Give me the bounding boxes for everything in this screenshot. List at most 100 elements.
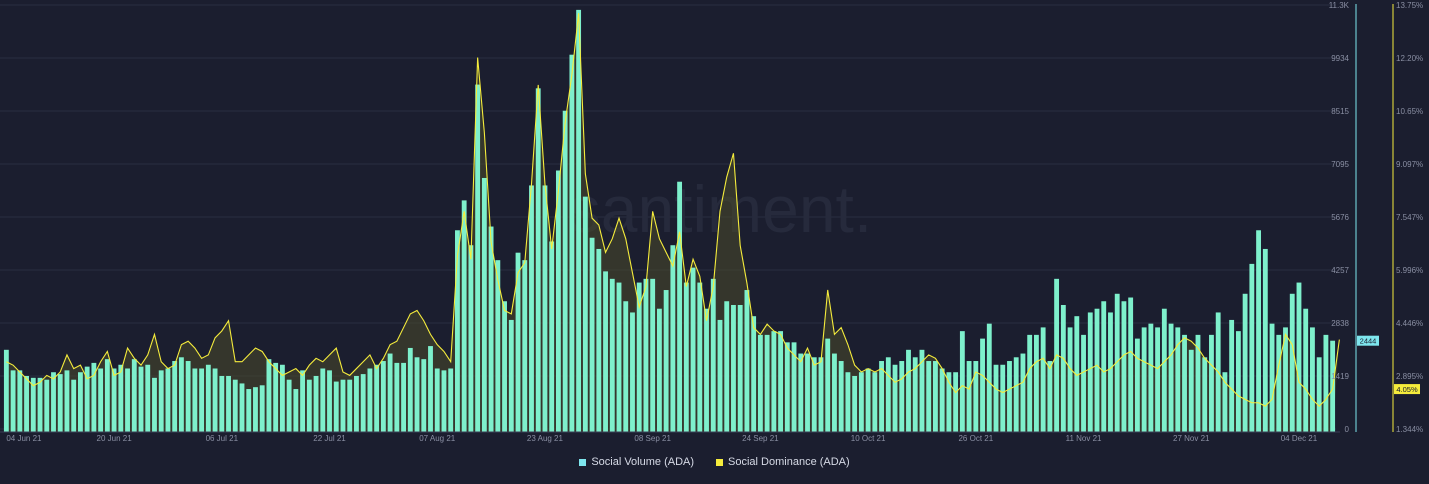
volume-bar [906, 349, 911, 432]
volume-bar [926, 361, 932, 432]
volume-bar [522, 260, 528, 432]
volume-bar [125, 368, 130, 432]
dominance-line [6, 13, 1340, 407]
volume-bar [455, 230, 460, 432]
volume-bar [1310, 327, 1315, 432]
volume-bar [912, 357, 918, 432]
volume-bar [757, 334, 763, 432]
volume-badge-label: 2444 [1360, 337, 1377, 346]
legend-swatch-dominance [716, 458, 724, 466]
volume-bar [468, 245, 474, 432]
volume-bar [818, 357, 824, 432]
volume-bar [219, 375, 225, 432]
volume-bar [1148, 323, 1154, 432]
x-tick-label: 11 Nov 21 [1066, 434, 1102, 443]
volume-bar [1276, 334, 1282, 432]
volume-bar [138, 366, 144, 432]
volume-bar [959, 331, 965, 432]
volume-bar [784, 342, 790, 432]
volume-bar [1168, 323, 1174, 432]
volume-bar [78, 372, 83, 432]
volume-bar [1262, 248, 1268, 432]
legend-item-volume[interactable]: Social Volume (ADA) [579, 456, 694, 468]
volume-bar [212, 368, 218, 432]
volume-bar [481, 177, 487, 432]
volume-bar [387, 353, 393, 432]
volume-bar [791, 342, 797, 432]
y-left-tick-label: 1419 [1331, 372, 1349, 381]
volume-bar [1175, 327, 1181, 432]
volume-bar [704, 308, 709, 432]
volume-bar [885, 357, 891, 432]
volume-bar [919, 349, 925, 432]
dominance-badge [1394, 384, 1420, 395]
volume-bar [549, 241, 555, 432]
volume-bar [145, 364, 151, 432]
volume-bar [1101, 301, 1107, 432]
volume-bar [1222, 372, 1228, 432]
volume-bar [354, 375, 359, 432]
volume-bar [232, 379, 238, 432]
x-tick-label: 26 Oct 21 [958, 434, 993, 443]
volume-bar [1283, 327, 1288, 432]
volume-bar [340, 379, 346, 432]
volume-bar [152, 377, 157, 432]
volume-bar [502, 301, 507, 432]
volume-bar [670, 245, 676, 432]
volume-bar [953, 372, 959, 432]
volume-bar [569, 54, 575, 432]
volume-bar [1074, 316, 1080, 432]
legend-label-dominance: Social Dominance (ADA) [728, 456, 850, 468]
volume-bar [798, 353, 804, 432]
y-right-tick-label: 7.547% [1396, 213, 1423, 222]
volume-bar [1161, 308, 1167, 432]
volume-bar [1316, 357, 1322, 432]
legend-item-dominance[interactable]: Social Dominance (ADA) [716, 456, 850, 468]
volume-bar [778, 331, 784, 432]
volume-bar [515, 252, 521, 432]
volume-bar [1060, 304, 1066, 432]
x-tick-label: 22 Jul 21 [313, 434, 346, 443]
volume-bar [71, 379, 77, 432]
volume-bar [1020, 353, 1026, 432]
volume-bar [1108, 312, 1113, 432]
volume-bar [1013, 357, 1019, 432]
volume-bar [266, 359, 272, 432]
volume-bar [185, 361, 191, 432]
volume-bar [461, 200, 467, 432]
volume-bar [1081, 334, 1086, 432]
y-left-tick-label: 7095 [1331, 160, 1349, 169]
volume-bar [764, 334, 770, 432]
y-right-tick-label: 13.75% [1396, 1, 1423, 10]
volume-bar [596, 248, 602, 432]
volume-bar [259, 385, 265, 432]
volume-bar [1229, 319, 1235, 432]
volume-bar [717, 319, 723, 432]
volume-bar [986, 323, 992, 432]
x-tick-label: 10 Oct 21 [851, 434, 886, 443]
y-left-tick-label: 4257 [1331, 266, 1349, 275]
volume-bar [737, 304, 743, 432]
volume-bar [892, 364, 898, 432]
legend: Social Volume (ADA) Social Dominance (AD… [0, 456, 1429, 468]
volume-bar [562, 110, 568, 432]
volume-bar [10, 370, 16, 432]
volume-bar [414, 357, 420, 432]
volume-bar [475, 84, 481, 432]
volume-bar [30, 377, 36, 432]
dominance-badge-label: 4.05% [1396, 385, 1418, 394]
volume-bar [872, 372, 878, 432]
volume-bar [253, 387, 258, 432]
volume-bar [1094, 308, 1100, 432]
volume-bar [508, 319, 514, 432]
volume-bar [172, 361, 178, 432]
x-tick-label: 07 Aug 21 [419, 434, 456, 443]
y-right-tick-label: 4.446% [1396, 319, 1423, 328]
volume-bar [360, 374, 366, 432]
volume-bar [333, 381, 339, 432]
volume-bar [811, 357, 817, 432]
legend-swatch-volume [579, 458, 587, 466]
volume-bar [603, 271, 608, 432]
volume-bar [1256, 230, 1261, 432]
